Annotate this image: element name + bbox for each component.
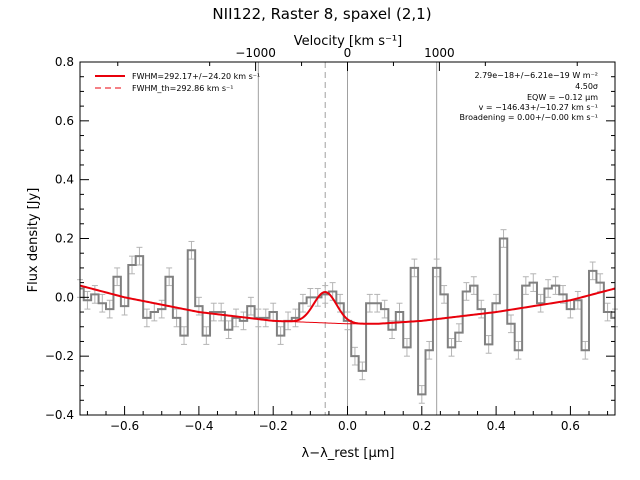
x-tick-label: 0.6 bbox=[561, 419, 580, 433]
x-tick-label: −0.2 bbox=[259, 419, 288, 433]
y-tick-label: −0.2 bbox=[45, 349, 74, 363]
plot-series bbox=[79, 237, 616, 396]
plot-frame bbox=[79, 61, 616, 416]
chart-title: NII122, Raster 8, spaxel (2,1) bbox=[212, 5, 431, 23]
annotation-significance: 4.50σ bbox=[575, 82, 598, 91]
y-tick-label: 0.4 bbox=[55, 173, 74, 187]
x-tick-label: 0.4 bbox=[487, 419, 506, 433]
axis-ticks: −0.6 −0.4 −0.2 0.0 0.2 0.4 0.6 −0.4 −0.2 0.0 0.2 0.… bbox=[45, 46, 615, 433]
y-tick-label: 0.8 bbox=[55, 55, 74, 69]
annotation-velocity: v = −146.43+/−10.27 km s⁻¹ bbox=[479, 103, 598, 112]
fit-annotations: 2.79e−18+/−6.21e−19 W m⁻² 4.50σ EQW = −0… bbox=[460, 71, 599, 122]
top-tick-label: 0 bbox=[344, 46, 352, 60]
x-tick-label: 0.2 bbox=[412, 419, 431, 433]
top-tick-label: −1000 bbox=[235, 46, 276, 60]
legend-label-fwhm: FWHM=292.17+/−24.20 km s⁻¹ bbox=[132, 72, 260, 81]
annotation-line-flux: 2.79e−18+/−6.21e−19 W m⁻² bbox=[474, 71, 598, 80]
y-tick-label: 0.2 bbox=[55, 232, 74, 246]
x-axis-label: λ−λ_rest [μm] bbox=[302, 446, 395, 461]
top-tick-label: 1000 bbox=[424, 46, 455, 60]
y-axis-label: Flux density [Jy] bbox=[26, 188, 41, 293]
x-tick-label: 0.0 bbox=[338, 419, 357, 433]
spectrum-line bbox=[80, 237, 615, 396]
x-tick-label: −0.6 bbox=[110, 419, 139, 433]
fit-line bbox=[79, 284, 616, 325]
legend: FWHM=292.17+/−24.20 km s⁻¹ FWHM_th=292.8… bbox=[95, 72, 260, 93]
x-tick-label: −0.4 bbox=[184, 419, 213, 433]
y-tick-label: 0.0 bbox=[55, 290, 74, 304]
y-tick-label: −0.4 bbox=[45, 408, 74, 422]
top-axis-label: Velocity [km s⁻¹] bbox=[294, 34, 402, 49]
annotation-eqw: EQW = −0.12 μm bbox=[527, 93, 598, 102]
legend-label-fwhm-th: FWHM_th=292.86 km s⁻¹ bbox=[132, 84, 233, 93]
y-tick-label: 0.6 bbox=[55, 114, 74, 128]
reference-lines bbox=[257, 62, 438, 415]
annotation-broadening: Broadening = 0.00+/−0.00 km s⁻¹ bbox=[460, 113, 598, 122]
